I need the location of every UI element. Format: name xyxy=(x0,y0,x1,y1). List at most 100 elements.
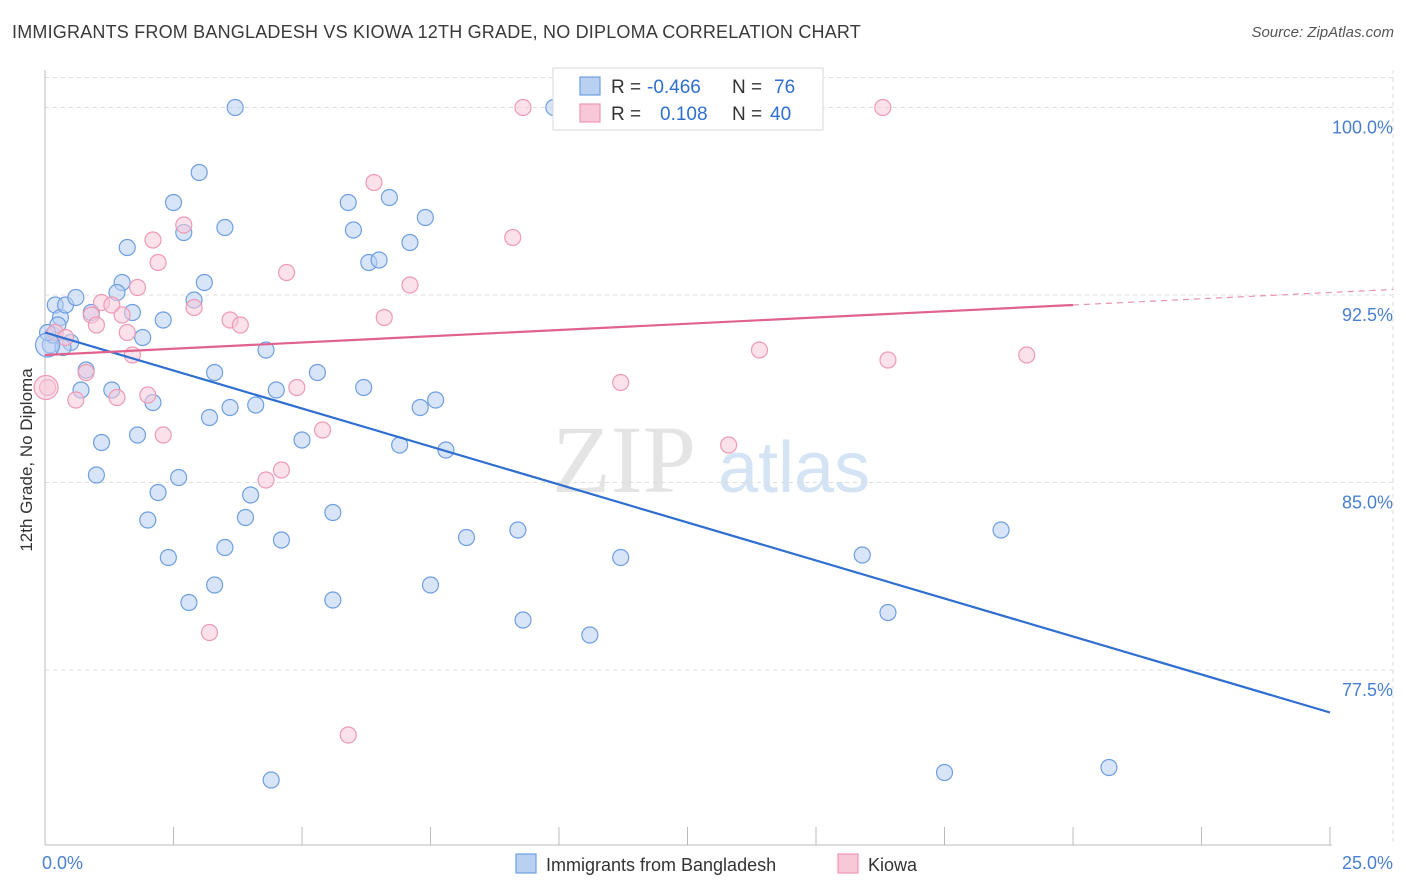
point-s1-25 xyxy=(279,265,295,281)
point-s0-40 xyxy=(273,532,289,548)
point-s0-44 xyxy=(325,592,341,608)
legend-swatch-pink xyxy=(580,104,600,122)
point-s1-31 xyxy=(402,277,418,293)
point-s0-66 xyxy=(937,765,953,781)
point-s1-11 xyxy=(119,325,135,341)
watermark-zip: ZIP xyxy=(552,406,696,513)
point-s0-28 xyxy=(207,365,223,381)
point-s1-15 xyxy=(145,232,161,248)
series-legend: Immigrants from Bangladesh Kiowa xyxy=(516,854,918,875)
bottom-legend-label-pink: Kiowa xyxy=(868,855,918,875)
point-s0-64 xyxy=(854,547,870,563)
point-s1-23 xyxy=(258,472,274,488)
legend-r-value-pink: 0.108 xyxy=(660,104,708,125)
point-s0-45 xyxy=(340,195,356,211)
point-s0-5 xyxy=(68,290,84,306)
legend-n-value-blue: 76 xyxy=(774,77,795,98)
point-s1-29 xyxy=(366,175,382,191)
point-s0-20 xyxy=(166,195,182,211)
scatter-chart: ZIP atlas 100.0% 92.5% 85.0% 77.5% 0.0% 25.0%… xyxy=(0,0,1406,892)
y-axis-title: 12th Grade, No Diploma xyxy=(17,368,36,552)
point-s0-59 xyxy=(510,522,526,538)
point-s1-27 xyxy=(315,422,331,438)
point-s0-54 xyxy=(417,210,433,226)
point-s0-14 xyxy=(130,427,146,443)
legend-n-value-pink: 40 xyxy=(770,104,791,125)
point-s0-43 xyxy=(325,505,341,521)
point-s1-3 xyxy=(68,392,84,408)
y-tick-label-1: 92.5% xyxy=(1342,305,1393,325)
point-s0-34 xyxy=(237,510,253,526)
point-s1-17 xyxy=(155,427,171,443)
point-s0-15 xyxy=(135,330,151,346)
point-s1-4 xyxy=(78,365,94,381)
y-tick-label-0: 100.0% xyxy=(1332,118,1393,138)
point-s0-30 xyxy=(217,540,233,556)
x-tick-label-max: 25.0% xyxy=(1342,853,1393,873)
point-s0-9 xyxy=(88,467,104,483)
point-s0-56 xyxy=(428,392,444,408)
point-s0-46 xyxy=(345,222,361,238)
point-s0-58 xyxy=(458,530,474,546)
legend-r-label-blue: R = xyxy=(611,77,641,98)
point-s1-13 xyxy=(130,280,146,296)
point-s1-36 xyxy=(751,342,767,358)
point-s0-33 xyxy=(227,100,243,116)
point-s1-28 xyxy=(340,727,356,743)
point-s0-50 xyxy=(381,190,397,206)
point-s1-30 xyxy=(376,310,392,326)
point-s1-32 xyxy=(505,230,521,246)
point-s1-6 xyxy=(88,317,104,333)
point-s0-13 xyxy=(119,240,135,256)
point-s0-25 xyxy=(191,165,207,181)
point-s1-37 xyxy=(875,100,891,116)
point-s1-9 xyxy=(109,390,125,406)
bottom-legend-swatch-pink xyxy=(838,854,858,873)
point-s0-62 xyxy=(582,627,598,643)
watermark-atlas: atlas xyxy=(718,428,870,508)
point-cluster-pink xyxy=(34,376,58,400)
point-s0-31 xyxy=(217,220,233,236)
point-s0-35 xyxy=(243,487,259,503)
point-s1-18 xyxy=(176,217,192,233)
point-s0-67 xyxy=(993,522,1009,538)
point-s1-24 xyxy=(273,462,289,478)
point-s0-39 xyxy=(268,382,284,398)
point-s0-26 xyxy=(196,275,212,291)
legend-r-value-blue: -0.466 xyxy=(647,77,701,98)
point-s1-10 xyxy=(114,307,130,323)
point-s0-10 xyxy=(94,435,110,451)
point-s0-16 xyxy=(140,512,156,528)
point-s0-55 xyxy=(423,577,439,593)
correlation-legend: R = -0.466 N = 76 R = 0.108 N = 40 xyxy=(553,68,823,130)
point-s0-29 xyxy=(207,577,223,593)
point-s1-33 xyxy=(515,100,531,116)
point-s1-22 xyxy=(232,317,248,333)
point-s0-27 xyxy=(201,410,217,426)
y-tick-label-2: 85.0% xyxy=(1342,493,1393,513)
point-s0-42 xyxy=(309,365,325,381)
x-tick-label-min: 0.0% xyxy=(42,853,83,873)
trend-line-dashed-s1 xyxy=(1073,289,1393,305)
point-s1-26 xyxy=(289,380,305,396)
point-s0-36 xyxy=(248,397,264,413)
point-s1-34 xyxy=(613,375,629,391)
point-s1-16 xyxy=(150,255,166,271)
legend-n-label-pink: N = xyxy=(732,104,762,125)
point-s0-32 xyxy=(222,400,238,416)
point-s0-60 xyxy=(515,612,531,628)
legend-swatch-blue xyxy=(580,77,600,95)
point-s1-19 xyxy=(186,300,202,316)
point-s1-14 xyxy=(140,387,156,403)
point-s0-53 xyxy=(412,400,428,416)
point-s0-65 xyxy=(880,605,896,621)
point-s0-18 xyxy=(150,485,166,501)
point-s0-23 xyxy=(181,595,197,611)
trend-line-s0 xyxy=(45,333,1330,713)
point-s0-38 xyxy=(263,772,279,788)
bottom-legend-swatch-blue xyxy=(516,854,536,873)
y-tick-label-3: 77.5% xyxy=(1342,680,1393,700)
point-s1-38 xyxy=(880,352,896,368)
point-s0-68 xyxy=(1101,760,1117,776)
legend-r-label-pink: R = xyxy=(611,104,641,125)
